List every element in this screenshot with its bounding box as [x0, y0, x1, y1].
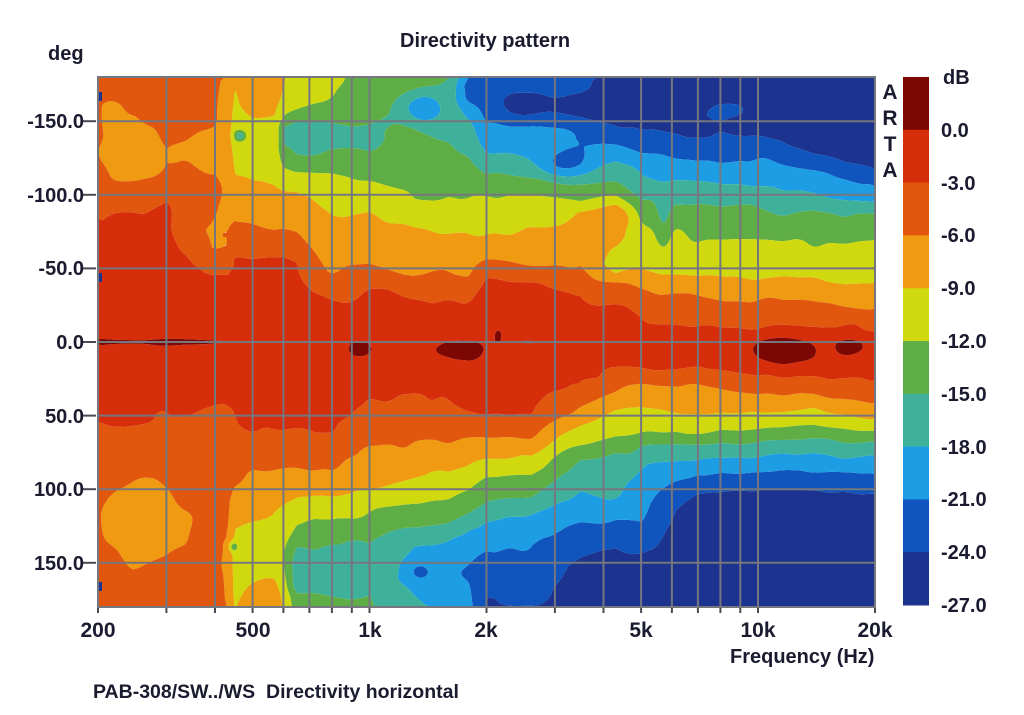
svg-text:2k: 2k — [474, 619, 498, 642]
svg-text:0.0: 0.0 — [941, 120, 969, 142]
svg-text:50.0: 50.0 — [45, 406, 84, 428]
svg-text:Frequency (Hz): Frequency (Hz) — [730, 646, 874, 668]
svg-text:-18.0: -18.0 — [941, 437, 987, 459]
svg-text:deg: deg — [48, 43, 84, 65]
svg-text:A: A — [882, 159, 897, 182]
svg-text:-24.0: -24.0 — [941, 542, 987, 564]
svg-text:-9.0: -9.0 — [941, 278, 975, 300]
svg-text:-3.0: -3.0 — [941, 173, 975, 195]
svg-text:Directivity pattern: Directivity pattern — [400, 30, 570, 52]
svg-text:-12.0: -12.0 — [941, 331, 987, 353]
svg-text:-21.0: -21.0 — [941, 489, 987, 511]
svg-text:20k: 20k — [857, 619, 892, 642]
svg-text:500: 500 — [235, 619, 270, 642]
svg-text:A: A — [882, 81, 897, 104]
svg-text:100.0: 100.0 — [34, 479, 84, 501]
svg-text:5k: 5k — [629, 619, 653, 642]
svg-text:-100.0: -100.0 — [27, 185, 84, 207]
svg-text:-15.0: -15.0 — [941, 384, 987, 406]
svg-text:0.0: 0.0 — [56, 332, 84, 354]
svg-text:10k: 10k — [740, 619, 775, 642]
svg-text:PAB-308/SW../WS Directivity h: PAB-308/SW../WS Directivity horizontal — [93, 681, 459, 703]
svg-text:dB: dB — [943, 67, 970, 89]
svg-text:150.0: 150.0 — [34, 553, 84, 575]
svg-text:-150.0: -150.0 — [27, 111, 84, 133]
svg-text:-6.0: -6.0 — [941, 225, 975, 247]
svg-text:-50.0: -50.0 — [38, 258, 84, 280]
svg-text:-27.0: -27.0 — [941, 595, 987, 617]
svg-text:200: 200 — [80, 619, 115, 642]
svg-text:1k: 1k — [358, 619, 382, 642]
svg-text:T: T — [884, 133, 897, 156]
svg-text:R: R — [882, 107, 897, 130]
